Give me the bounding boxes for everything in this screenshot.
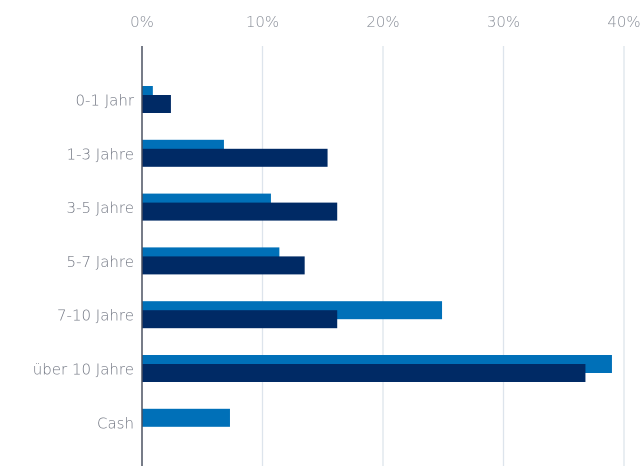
- x-axis-tick-labels: 0% 10% 20% 30% 40%: [130, 13, 641, 31]
- x-tick-label: 20%: [366, 13, 399, 31]
- bar-series-2-5: [142, 364, 586, 382]
- bars: [142, 86, 612, 427]
- category-label: Cash: [97, 414, 134, 432]
- category-label: 5-7 Jahre: [67, 253, 134, 271]
- category-label: 7-10 Jahre: [57, 307, 134, 325]
- x-tick-label: 10%: [246, 13, 279, 31]
- category-label: über 10 Jahre: [33, 361, 134, 379]
- bar-series-1-6: [142, 408, 230, 427]
- x-tick-label: 40%: [607, 13, 640, 31]
- bar-series-2-3: [142, 256, 305, 275]
- bar-series-2-1: [142, 148, 328, 167]
- category-labels: 0-1 Jahr 1-3 Jahre 3-5 Jahre 5-7 Jahre 7-10 …: [33, 92, 135, 433]
- x-tick-label: 0%: [130, 13, 154, 31]
- x-tick-label: 30%: [487, 13, 520, 31]
- bar-series-2-2: [142, 202, 338, 221]
- category-label: 0-1 Jahr: [75, 92, 134, 110]
- category-label: 3-5 Jahre: [67, 199, 134, 217]
- gridlines: [261, 46, 625, 466]
- category-label: 1-3 Jahre: [67, 145, 134, 163]
- bar-series-2-0: [142, 95, 171, 113]
- bar-series-2-4: [142, 310, 338, 329]
